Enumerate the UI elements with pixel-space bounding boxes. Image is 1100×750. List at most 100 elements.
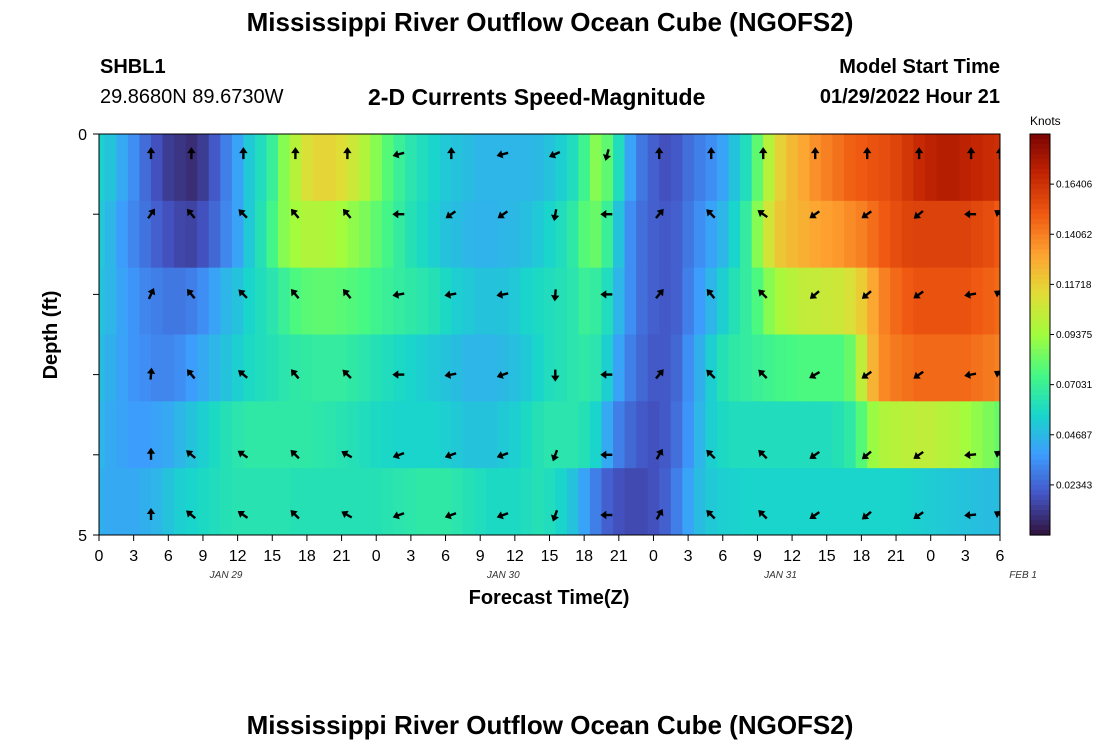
heat-cell xyxy=(693,200,707,269)
heat-cell xyxy=(405,401,418,469)
heat-cell xyxy=(312,267,325,335)
heat-cell xyxy=(324,267,337,335)
current-arrow xyxy=(706,369,716,379)
colorbar-segment xyxy=(1030,354,1050,361)
current-arrow xyxy=(238,289,248,299)
current-arrow xyxy=(757,210,768,219)
current-arrow-head xyxy=(758,289,766,297)
current-arrow xyxy=(186,289,196,300)
chart-title: Mississippi River Outflow Ocean Cube (NG… xyxy=(246,7,854,37)
heat-cell xyxy=(786,267,799,335)
heat-cell xyxy=(751,468,764,535)
heat-cell xyxy=(393,401,406,469)
heat-cell xyxy=(820,200,834,269)
current-arrow-head xyxy=(239,147,248,154)
heat-cell xyxy=(312,200,325,269)
heat-cell xyxy=(751,200,764,269)
heat-cell xyxy=(289,334,302,402)
current-arrow-head xyxy=(343,147,352,154)
heat-cell xyxy=(335,134,348,202)
current-arrow-head xyxy=(496,511,504,520)
heat-cell xyxy=(532,134,545,202)
heat-cell xyxy=(901,468,914,535)
heat-cell xyxy=(278,267,291,335)
heat-cell xyxy=(266,267,279,335)
heat-cell xyxy=(855,134,868,202)
heat-cell xyxy=(740,267,753,335)
heat-cell xyxy=(555,200,568,269)
heat-cell xyxy=(982,200,995,269)
colorbar-segment xyxy=(1030,144,1050,150)
heat-cell xyxy=(624,134,637,202)
heat-cell xyxy=(127,267,141,335)
heat-cell xyxy=(393,468,406,535)
current-arrow xyxy=(392,511,405,520)
heat-cell xyxy=(382,200,395,269)
heat-cell xyxy=(520,468,533,535)
current-arrow xyxy=(861,510,872,520)
heat-cell xyxy=(578,267,591,335)
current-arrow-head xyxy=(392,451,400,460)
heat-cell xyxy=(462,267,476,335)
heat-cell xyxy=(231,267,244,335)
heat-cell xyxy=(99,267,106,335)
heat-cell xyxy=(855,401,868,469)
heat-cell xyxy=(589,468,603,535)
heat-cell xyxy=(532,334,545,402)
heat-cell xyxy=(185,401,198,469)
colorbar-title: Knots xyxy=(1030,114,1061,128)
heat-cell xyxy=(162,267,175,335)
heat-cell xyxy=(924,401,938,469)
x-tick-label: 6 xyxy=(996,548,1005,565)
heat-cell xyxy=(613,334,626,402)
heat-cell xyxy=(740,200,753,269)
heat-cell xyxy=(324,134,337,202)
heat-cell xyxy=(716,267,730,335)
heat-cell xyxy=(543,134,556,202)
heat-cell xyxy=(763,468,776,535)
heat-cell xyxy=(878,134,891,202)
heat-cell xyxy=(335,334,348,402)
colorbar-segment xyxy=(1030,404,1050,411)
heat-cell xyxy=(578,334,591,402)
heat-cell xyxy=(948,200,961,269)
colorbar-segment xyxy=(1030,269,1050,275)
heat-cell xyxy=(566,401,579,469)
colorbar-segment xyxy=(1030,309,1050,316)
current-arrow-head xyxy=(600,510,607,520)
heat-cell xyxy=(208,334,221,402)
colorbar-segment xyxy=(1030,429,1050,436)
current-arrow-head xyxy=(341,510,349,519)
colorbar-segment xyxy=(1030,149,1050,155)
heat-cell xyxy=(670,334,683,402)
heat-cell xyxy=(844,200,857,269)
current-arrow-head xyxy=(809,451,817,459)
current-arrow xyxy=(758,510,768,520)
colorbar-segment xyxy=(1030,194,1050,200)
current-arrow xyxy=(809,371,821,379)
heat-cell xyxy=(393,334,406,402)
current-arrow xyxy=(600,510,613,520)
heat-cell xyxy=(416,468,429,535)
heat-cell xyxy=(924,267,938,335)
heat-cell xyxy=(659,468,672,535)
heat-cell xyxy=(774,267,787,335)
current-arrow-head xyxy=(759,147,768,154)
current-arrow xyxy=(913,210,924,219)
heat-cell xyxy=(786,334,799,402)
x-tick-label: 12 xyxy=(783,548,801,565)
heat-cell xyxy=(589,401,603,469)
colorbar-segment xyxy=(1030,344,1050,351)
heat-cell xyxy=(844,468,857,535)
current-arrow-head xyxy=(186,208,194,217)
heat-cell xyxy=(231,200,244,269)
model-start-value: 01/29/2022 Hour 21 xyxy=(819,86,1000,108)
heat-cell xyxy=(682,200,695,269)
heat-cell xyxy=(693,334,707,402)
heat-cell xyxy=(220,334,233,402)
colorbar-segment xyxy=(1030,249,1050,255)
heat-cell xyxy=(740,468,753,535)
heat-cell xyxy=(301,401,314,469)
heat-cell xyxy=(428,200,441,269)
colorbar-tick-label: 0.07031 xyxy=(1056,380,1093,391)
